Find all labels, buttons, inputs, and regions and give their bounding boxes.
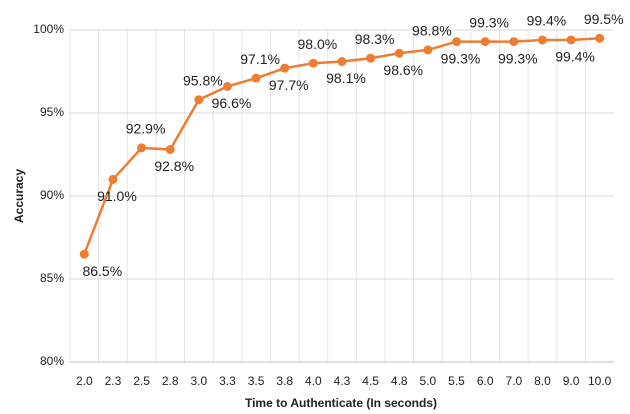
y-axis-title: Accuracy: [12, 169, 26, 223]
point: [137, 143, 147, 153]
data-label: 92.9%: [126, 121, 166, 137]
data-label: 98.1%: [326, 70, 366, 86]
point: [165, 145, 175, 155]
x-tick-label: 4.5: [362, 374, 379, 388]
x-tick-label: 3.0: [190, 374, 207, 388]
x-tick-label: 4.3: [334, 374, 351, 388]
x-tick-label: 8.0: [534, 374, 551, 388]
y-tick-label: 90%: [40, 188, 64, 202]
point: [595, 33, 605, 43]
x-tick-label: 2.8: [162, 374, 179, 388]
x-tick-label: 4.8: [391, 374, 408, 388]
y-tick-label: 85%: [40, 271, 64, 285]
data-label: 96.6%: [212, 95, 252, 111]
x-tick-label: 3.3: [219, 374, 236, 388]
point: [452, 37, 462, 47]
point: [79, 249, 89, 259]
point: [394, 48, 404, 58]
point: [308, 58, 318, 68]
x-tick-label: 4.0: [305, 374, 322, 388]
point: [423, 45, 433, 55]
data-label: 98.0%: [298, 36, 338, 52]
data-label: 95.8%: [183, 72, 223, 88]
x-tick-label: 3.5: [248, 374, 265, 388]
x-tick-label: 5.5: [448, 374, 465, 388]
data-label: 86.5%: [82, 263, 122, 279]
x-tick-label: 7.0: [505, 374, 522, 388]
data-label: 99.3%: [469, 14, 509, 30]
point: [366, 53, 376, 63]
point: [222, 81, 232, 91]
point: [566, 35, 576, 45]
point: [480, 37, 490, 47]
data-label: 97.7%: [269, 77, 309, 93]
x-tick-label: 2.0: [76, 374, 93, 388]
y-tick-label: 100%: [33, 22, 64, 36]
point: [509, 37, 519, 47]
point: [337, 57, 347, 67]
y-tick-label: 95%: [40, 105, 64, 119]
x-tick-label: 6.0: [477, 374, 494, 388]
point: [537, 35, 547, 45]
data-label: 98.3%: [355, 31, 395, 47]
point: [251, 73, 261, 83]
y-tick-label: 80%: [40, 354, 64, 368]
data-label: 98.8%: [412, 23, 452, 39]
data-label: 99.3%: [441, 50, 481, 66]
x-tick-label: 2.3: [105, 374, 122, 388]
data-label: 97.1%: [240, 51, 280, 67]
data-label: 99.5%: [584, 11, 624, 27]
point: [280, 63, 290, 73]
point: [108, 174, 118, 184]
data-label: 91.0%: [97, 188, 137, 204]
x-tick-label: 2.5: [133, 374, 150, 388]
data-label: 92.8%: [154, 158, 194, 174]
data-label: 99.4%: [555, 49, 595, 65]
x-axis-title: Time to Authenticate (In seconds): [245, 396, 437, 410]
data-label: 98.6%: [383, 62, 423, 78]
point: [194, 95, 204, 105]
data-label: 99.3%: [498, 50, 538, 66]
x-tick-label: 3.8: [276, 374, 293, 388]
x-tick-label: 10.0: [588, 374, 612, 388]
x-tick-label: 5.0: [420, 374, 437, 388]
x-tick-label: 9.0: [563, 374, 580, 388]
data-label: 99.4%: [527, 13, 567, 29]
